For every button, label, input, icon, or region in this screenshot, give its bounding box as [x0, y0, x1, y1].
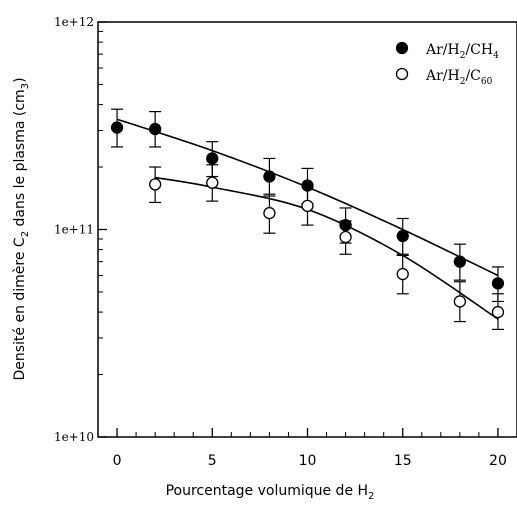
y-tick-label: 1e+10 [54, 430, 94, 444]
data-point-series-2 [453, 295, 467, 308]
y-tick-label: 1e+11 [54, 223, 94, 237]
legend-label-series-2: Ar/H2/C60 [425, 68, 493, 87]
legend-marker-series-1 [395, 41, 409, 55]
data-points [110, 121, 505, 319]
legend: Ar/H2/CH4 Ar/H2/C60 [395, 41, 499, 87]
y-tick-label: 1e+12 [54, 15, 94, 29]
data-point-series-2 [206, 176, 219, 189]
fit-curve-series-2 [155, 176, 499, 320]
data-point-series-1 [491, 277, 505, 290]
x-axis-ticks: 0 5 10 15 20 [113, 428, 507, 469]
data-point-series-2 [148, 178, 162, 191]
x-tick-label: 15 [394, 453, 412, 469]
data-point-series-2 [263, 206, 276, 220]
data-point-series-1 [206, 152, 219, 165]
data-point-series-1 [148, 122, 162, 136]
x-tick-label: 20 [489, 453, 507, 469]
legend-marker-series-2 [395, 67, 409, 81]
legend-label-series-1: Ar/H2/CH4 [425, 42, 499, 61]
data-point-series-1 [110, 121, 124, 134]
data-point-series-2 [396, 267, 409, 281]
data-point-series-1 [301, 179, 314, 192]
data-point-series-1 [263, 170, 276, 183]
data-point-series-1 [339, 218, 352, 232]
data-point-series-1 [396, 229, 409, 243]
data-point-series-2 [491, 305, 505, 319]
data-point-series-2 [301, 199, 314, 213]
plot-frame [97, 21, 517, 438]
data-point-series-1 [453, 255, 467, 268]
y-axis-ticks: 1e+10 1e+11 1e+12 [54, 15, 107, 444]
x-axis-label: Pourcentage volumique de H2 [166, 483, 375, 502]
data-point-series-2 [339, 230, 352, 244]
y-axis-label: Densité en dimère C2 dans le plasma (cm3… [12, 77, 31, 380]
x-tick-label: 10 [299, 453, 317, 469]
x-tick-label: 0 [113, 453, 122, 469]
error-bars [111, 108, 504, 331]
x-tick-label: 5 [208, 453, 217, 469]
